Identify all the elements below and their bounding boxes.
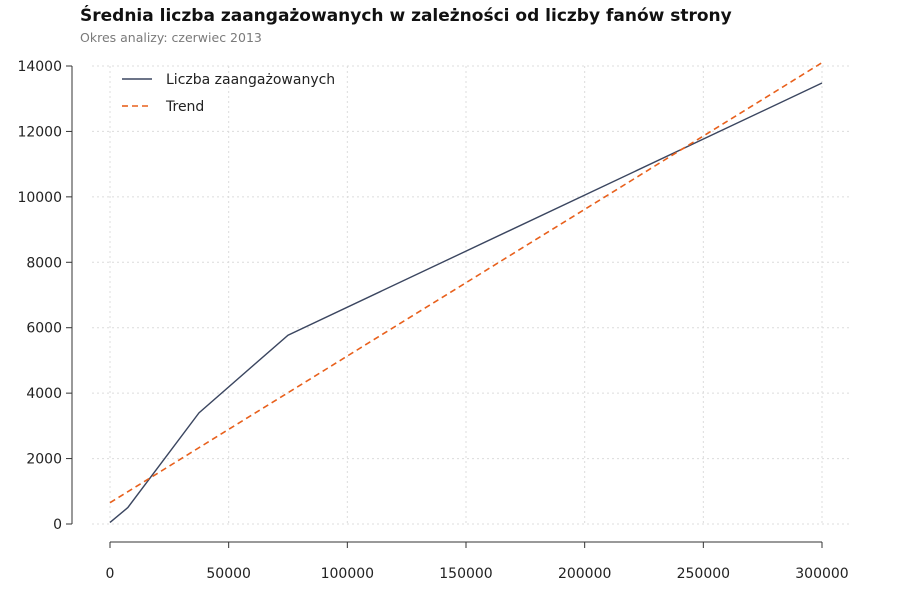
y-tick-label: 12000 <box>17 124 62 140</box>
x-tick-label: 200000 <box>558 566 611 582</box>
chart-subtitle: Okres analizy: czerwiec 2013 <box>80 30 262 45</box>
y-tick-label: 6000 <box>26 321 62 337</box>
x-tick-label: 0 <box>106 566 115 582</box>
x-tick-label: 300000 <box>795 566 848 582</box>
y-tick-label: 14000 <box>17 59 62 75</box>
y-tick-label: 0 <box>53 517 62 533</box>
legend: Liczba zaangażowanych Trend <box>122 72 335 115</box>
legend-label: Trend <box>165 99 204 115</box>
series-line-main <box>109 82 823 523</box>
series-group <box>109 62 823 523</box>
y-tick-label: 4000 <box>26 386 62 402</box>
legend-label: Liczba zaangażowanych <box>166 72 335 88</box>
y-tick-label: 8000 <box>26 255 62 271</box>
y-tick-label: 10000 <box>17 190 62 206</box>
x-tick-label: 100000 <box>321 566 374 582</box>
x-tick-label: 50000 <box>206 566 251 582</box>
x-tick-label: 150000 <box>439 566 492 582</box>
axes: 0 2000 4000 6000 8000 10000 12000 14000 0 50000 10… <box>17 59 848 582</box>
x-tick-label: 250000 <box>677 566 730 582</box>
y-tick-label: 2000 <box>26 452 62 468</box>
grid-lines <box>92 65 852 525</box>
chart-title: Średnia liczba zaangażowanych w zależnoś… <box>80 6 732 26</box>
